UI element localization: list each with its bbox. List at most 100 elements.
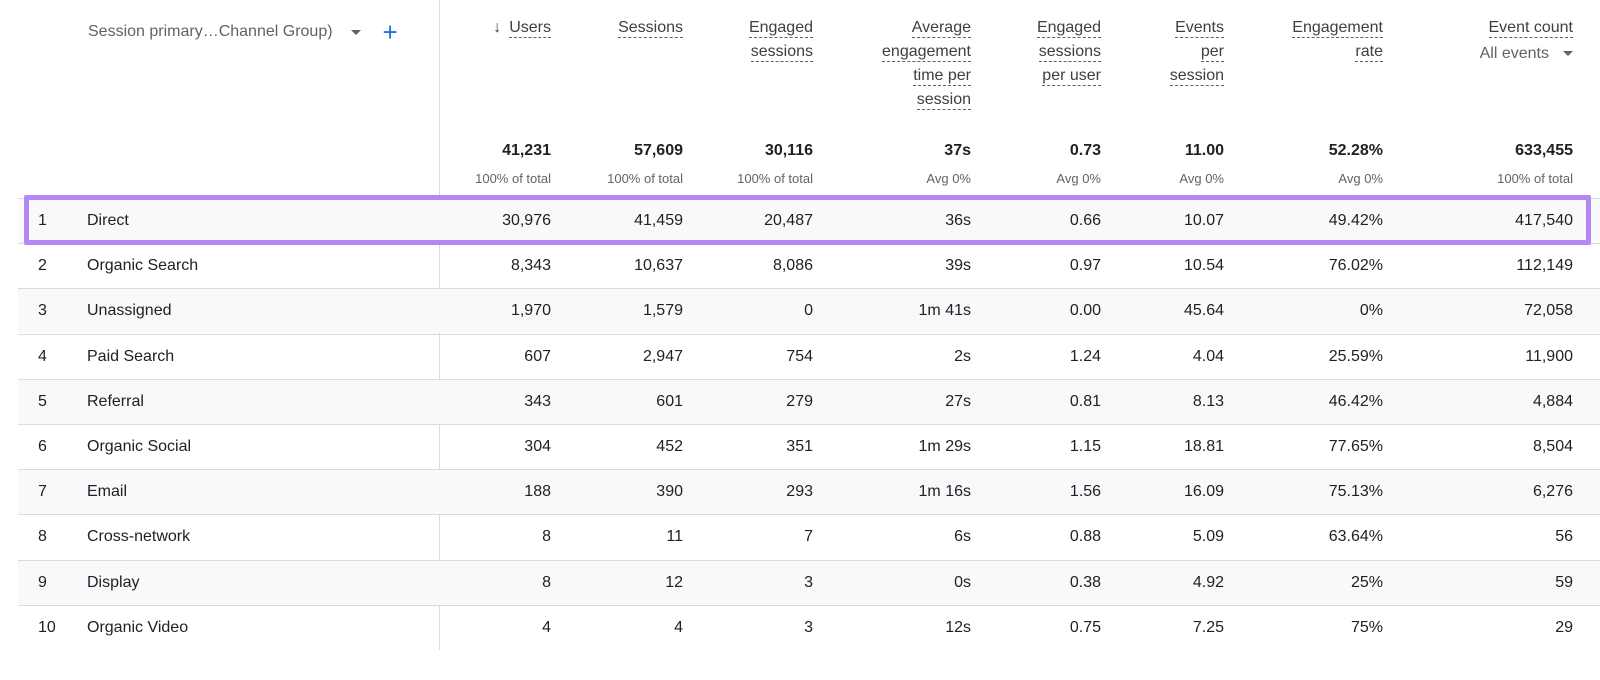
column-header-text[interactable]: session bbox=[916, 91, 971, 110]
table-row[interactable]: 9 Display 8 12 3 0s 0.38 4.92 25% 59 bbox=[18, 560, 1600, 605]
total-subtext-users: 100% of total bbox=[475, 171, 551, 186]
column-header-text[interactable]: engagement bbox=[882, 43, 971, 62]
column-header-avg_engagement[interactable]: Average engagement time per session bbox=[831, 16, 971, 112]
row-value-users: 1,970 bbox=[510, 302, 551, 319]
row-rank: 3 bbox=[38, 302, 47, 319]
table-row[interactable]: 3 Unassigned 1,970 1,579 0 1m 41s 0.00 45.64 0% 7… bbox=[18, 288, 1600, 333]
row-value-engaged_per_user: 1.24 bbox=[1069, 348, 1101, 365]
report-table: Session primary…Channel Group) + 1 Direct… bbox=[18, 0, 1600, 650]
event-selector-label[interactable]: All events bbox=[1479, 45, 1549, 62]
row-rank: 4 bbox=[38, 348, 47, 365]
column-header-engaged_sessions[interactable]: Engaged sessions bbox=[693, 16, 813, 64]
table-row[interactable]: 6 Organic Social 304 452 351 1m 29s 1.15 18.81 7… bbox=[18, 424, 1600, 469]
add-dimension-plus-icon[interactable]: + bbox=[382, 17, 398, 47]
row-channel-name[interactable]: Referral bbox=[87, 393, 144, 410]
row-value-events_per_session: 10.07 bbox=[1183, 212, 1224, 229]
row-value-avg_engagement: 6s bbox=[954, 528, 971, 545]
column-header-text[interactable]: Average bbox=[911, 19, 971, 38]
row-value-users: 4 bbox=[542, 619, 551, 636]
column-header-text[interactable]: Event count bbox=[1488, 19, 1573, 38]
row-channel-name[interactable]: Display bbox=[87, 574, 140, 591]
total-value-sessions: 57,609 bbox=[634, 142, 683, 159]
column-header-text[interactable]: sessions bbox=[1038, 43, 1101, 62]
table-row[interactable]: 5 Referral 343 601 279 27s 0.81 8.13 46.42% 4,884 bbox=[18, 379, 1600, 424]
column-header-sessions[interactable]: Sessions bbox=[563, 16, 683, 40]
row-channel-name[interactable]: Paid Search bbox=[87, 348, 175, 365]
row-value-event_count: 4,884 bbox=[1532, 393, 1573, 410]
table-row[interactable]: 8 Cross-network 8 11 7 6s 0.88 5.09 63.64% 56 bbox=[18, 514, 1600, 559]
column-header-text[interactable]: Engagement bbox=[1292, 19, 1383, 38]
table-row[interactable]: 4 Paid Search 607 2,947 754 2s 1.24 4.04 25.59% 1… bbox=[18, 334, 1600, 379]
column-header-text[interactable]: sessions bbox=[750, 43, 813, 62]
row-value-engagement_rate: 63.64% bbox=[1328, 528, 1383, 545]
row-value-sessions: 4 bbox=[674, 619, 683, 636]
row-value-avg_engagement: 36s bbox=[945, 212, 971, 229]
column-header-line: Engaged bbox=[693, 16, 813, 40]
row-value-event_count: 417,540 bbox=[1515, 212, 1573, 229]
row-channel-name[interactable]: Organic Search bbox=[87, 257, 199, 274]
row-value-avg_engagement: 12s bbox=[945, 619, 971, 636]
column-header-text[interactable]: Sessions bbox=[618, 19, 683, 38]
event-selector-caret-icon[interactable] bbox=[1563, 51, 1573, 57]
table-row[interactable]: 7 Email 188 390 293 1m 16s 1.56 16.09 75.13% 6,27… bbox=[18, 469, 1600, 514]
dropdown-caret-icon[interactable] bbox=[350, 29, 361, 35]
row-value-engaged_sessions: 20,487 bbox=[764, 212, 813, 229]
row-value-avg_engagement: 27s bbox=[945, 393, 971, 410]
row-value-engaged_sessions: 279 bbox=[786, 393, 813, 410]
row-value-engagement_rate: 25.59% bbox=[1328, 348, 1383, 365]
row-channel-name[interactable]: Direct bbox=[87, 212, 129, 229]
column-header-text[interactable]: per bbox=[1200, 43, 1224, 62]
row-value-event_count: 11,900 bbox=[1525, 348, 1573, 365]
column-header-text[interactable]: Engaged bbox=[748, 19, 813, 38]
row-value-engagement_rate: 46.42% bbox=[1328, 393, 1383, 410]
column-header-text[interactable]: Engaged bbox=[1036, 19, 1101, 38]
dimension-header[interactable]: Session primary…Channel Group) + bbox=[88, 17, 398, 47]
column-header-text[interactable]: rate bbox=[1355, 43, 1383, 62]
row-value-engaged_per_user: 0.81 bbox=[1069, 393, 1101, 410]
dimension-label[interactable]: Session primary…Channel Group) bbox=[88, 23, 333, 40]
row-value-engaged_per_user: 0.38 bbox=[1069, 574, 1101, 591]
column-header-event_count[interactable]: Event count All events bbox=[1373, 16, 1573, 66]
column-header-engaged_per_user[interactable]: Engaged sessions per user bbox=[981, 16, 1101, 88]
row-value-engaged_per_user: 1.56 bbox=[1069, 483, 1101, 500]
column-header-text[interactable]: Users bbox=[509, 19, 551, 38]
row-value-event_count: 59 bbox=[1555, 574, 1573, 591]
row-value-sessions: 2,947 bbox=[642, 348, 683, 365]
row-channel-name[interactable]: Cross-network bbox=[87, 528, 191, 545]
event-selector[interactable]: All events bbox=[1373, 42, 1573, 66]
column-header-text[interactable]: Events bbox=[1175, 19, 1224, 38]
column-header-text[interactable]: time per bbox=[913, 67, 971, 86]
row-value-engaged_per_user: 0.97 bbox=[1069, 257, 1101, 274]
row-channel-name[interactable]: Email bbox=[87, 483, 128, 500]
row-channel-name[interactable]: Unassigned bbox=[87, 302, 172, 319]
column-header-text[interactable]: per user bbox=[1042, 67, 1101, 86]
row-rank: 2 bbox=[38, 257, 47, 274]
row-value-engaged_per_user: 0.75 bbox=[1069, 619, 1101, 636]
row-value-engagement_rate: 75% bbox=[1350, 619, 1383, 636]
column-header-line: per user bbox=[981, 64, 1101, 88]
row-rank: 1 bbox=[38, 212, 47, 229]
row-value-engaged_sessions: 8,086 bbox=[772, 257, 813, 274]
column-header-events_per_session[interactable]: Events per session bbox=[1114, 16, 1224, 88]
table-row[interactable]: 1 Direct 30,976 41,459 20,487 36s 0.66 10.07 49.… bbox=[18, 198, 1600, 243]
row-value-sessions: 1,579 bbox=[642, 302, 683, 319]
table-row[interactable]: 2 Organic Search 8,343 10,637 8,086 39s 0.97 10… bbox=[18, 243, 1600, 288]
row-value-avg_engagement: 1m 41s bbox=[918, 302, 971, 319]
table-row[interactable]: 10 Organic Video 4 4 3 12s 0.75 7.25 75% 29 bbox=[18, 605, 1600, 650]
row-value-avg_engagement: 0s bbox=[954, 574, 971, 591]
column-header-text[interactable]: session bbox=[1169, 67, 1224, 86]
row-value-engaged_sessions: 0 bbox=[804, 302, 813, 319]
row-channel-name[interactable]: Organic Social bbox=[87, 438, 192, 455]
row-channel-name[interactable]: Organic Video bbox=[87, 619, 189, 636]
row-value-engagement_rate: 25% bbox=[1350, 574, 1383, 591]
total-subtext-engaged_sessions: 100% of total bbox=[737, 171, 813, 186]
row-value-users: 8,343 bbox=[510, 257, 551, 274]
column-header-engagement_rate[interactable]: Engagement rate bbox=[1233, 16, 1383, 64]
row-value-events_per_session: 18.81 bbox=[1183, 438, 1224, 455]
column-header-line: Engaged bbox=[981, 16, 1101, 40]
row-value-sessions: 10,637 bbox=[634, 257, 683, 274]
sort-descending-arrow-icon[interactable]: ↓ bbox=[493, 19, 502, 36]
column-header-line: per bbox=[1114, 40, 1224, 64]
column-header-users[interactable]: ↓ Users bbox=[431, 16, 551, 40]
row-value-avg_engagement: 39s bbox=[945, 257, 971, 274]
